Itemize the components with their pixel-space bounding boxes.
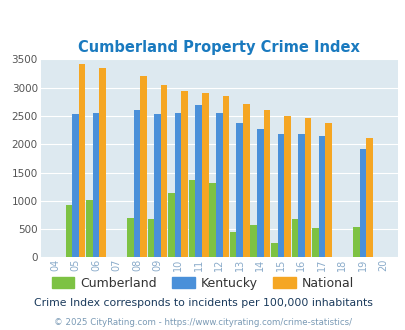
Bar (147, 219, 154, 257)
Bar (229, 232, 236, 257)
Title: Cumberland Property Crime Index: Cumberland Property Crime Index (78, 41, 359, 55)
Bar (222, 96, 228, 257)
Bar (215, 113, 222, 257)
Bar (270, 243, 277, 257)
Bar (92, 113, 99, 257)
Bar (297, 134, 304, 257)
Bar (154, 114, 160, 257)
Bar (291, 219, 297, 257)
Bar (188, 180, 195, 257)
Bar (134, 110, 140, 257)
Bar (243, 104, 249, 257)
Bar (195, 105, 202, 257)
Text: Crime Index corresponds to incidents per 100,000 inhabitants: Crime Index corresponds to incidents per… (34, 298, 371, 308)
Bar (181, 90, 188, 257)
Bar (209, 183, 215, 257)
Text: © 2025 CityRating.com - https://www.cityrating.com/crime-statistics/: © 2025 CityRating.com - https://www.city… (54, 318, 351, 327)
Bar (365, 138, 372, 257)
Bar (72, 114, 79, 257)
Bar (311, 228, 318, 257)
Bar (304, 118, 311, 257)
Legend: Cumberland, Kentucky, National: Cumberland, Kentucky, National (47, 272, 358, 295)
Bar (79, 64, 85, 257)
Bar (359, 149, 365, 257)
Bar (324, 123, 331, 257)
Bar (263, 110, 269, 257)
Bar (256, 129, 263, 257)
Bar (352, 227, 359, 257)
Bar (175, 113, 181, 257)
Bar (66, 205, 72, 257)
Bar (127, 218, 134, 257)
Bar (202, 93, 208, 257)
Bar (284, 116, 290, 257)
Bar (236, 123, 243, 257)
Bar (250, 225, 256, 257)
Bar (318, 136, 324, 257)
Bar (160, 85, 167, 257)
Bar (99, 68, 106, 257)
Bar (86, 200, 92, 257)
Bar (140, 76, 147, 257)
Bar (168, 193, 175, 257)
Bar (277, 134, 284, 257)
